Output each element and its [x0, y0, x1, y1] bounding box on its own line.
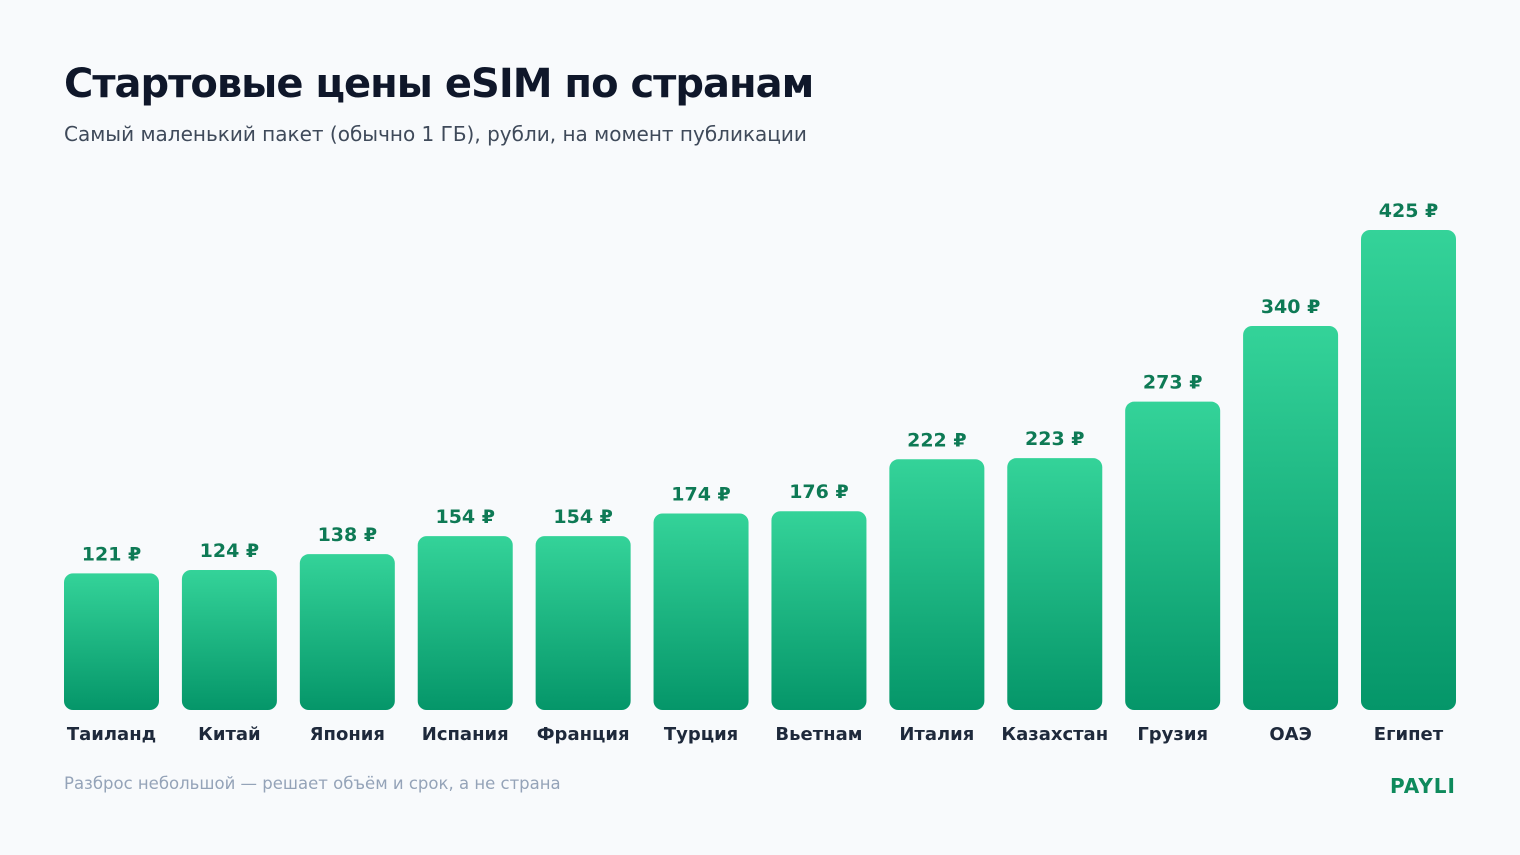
bar-5 [535, 536, 631, 710]
chart-subtitle: Самый маленький пакет (обычно 1 ГБ), руб… [64, 122, 807, 146]
category-label: Япония [310, 724, 385, 745]
category-label: Казахстан [1001, 724, 1108, 745]
value-label: 121 ₽ [82, 543, 142, 565]
category-label: Турция [664, 724, 738, 745]
value-label: 176 ₽ [789, 481, 849, 503]
value-label: 425 ₽ [1379, 200, 1439, 222]
category-label: Китай [198, 724, 261, 745]
value-label: 154 ₽ [435, 506, 495, 528]
value-label: 273 ₽ [1143, 372, 1203, 394]
category-label: Таиланд [67, 724, 156, 745]
bar-10 [1125, 401, 1221, 710]
bar-9 [1007, 458, 1103, 710]
brand-logo: PAYLI [1389, 774, 1456, 798]
bar-8 [889, 459, 985, 710]
category-label: Испания [422, 724, 509, 745]
bar-3 [299, 554, 395, 710]
bar-12 [1361, 230, 1456, 710]
category-label: Грузия [1137, 724, 1208, 745]
value-label: 124 ₽ [200, 540, 260, 562]
bar-1 [64, 573, 159, 710]
footnote: Разброс небольшой — решает объём и срок,… [64, 774, 561, 793]
category-label: Италия [899, 724, 974, 745]
category-label: Вьетнам [775, 724, 862, 745]
value-label: 340 ₽ [1261, 296, 1321, 318]
bar-11 [1243, 326, 1339, 710]
bar-chart: 121 ₽ 124 ₽ 138 ₽ 154 ₽ 154 ₽ 174 ₽ 176 ₽ 222 ₽… [64, 200, 1456, 745]
value-label: 222 ₽ [907, 429, 967, 451]
value-labels-group: 121 ₽ 124 ₽ 138 ₽ 154 ₽ 154 ₽ 174 ₽ 176 ₽ 222 ₽… [82, 200, 1439, 565]
bar-4 [417, 536, 513, 710]
category-label: ОАЭ [1269, 724, 1311, 745]
value-label: 138 ₽ [318, 524, 378, 546]
value-label: 154 ₽ [553, 506, 613, 528]
value-label: 174 ₽ [671, 483, 731, 505]
chart-title: Стартовые цены eSIM по странам [64, 61, 814, 107]
category-labels-group: Таиланд Китай Япония Испания Франция Турция Вь… [67, 724, 1444, 745]
value-label: 223 ₽ [1025, 428, 1085, 450]
category-label: Франция [537, 724, 630, 745]
bars-group [64, 230, 1456, 710]
bar-2 [181, 569, 277, 710]
bar-6 [653, 513, 749, 710]
category-label: Египет [1374, 724, 1444, 745]
bar-7 [771, 511, 867, 710]
